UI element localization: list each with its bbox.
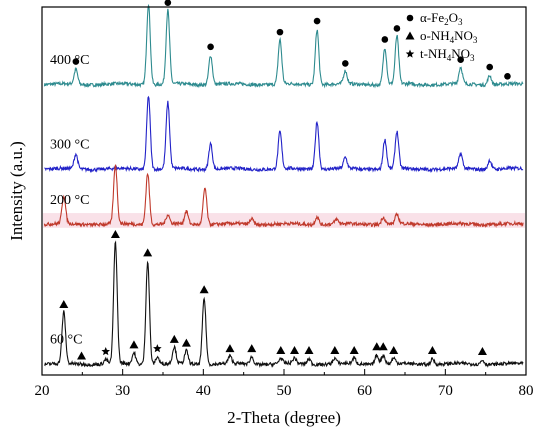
x-axis-label: 2-Theta (degree)	[227, 408, 341, 427]
series-line-2	[43, 164, 524, 228]
marker-fe2o3-7	[381, 36, 389, 43]
marker-nh4no3-ortho-0	[59, 299, 69, 308]
legend-triangle-icon	[405, 31, 415, 40]
x-tick-label-4: 60	[357, 383, 372, 399]
y-axis-label: Intensity (a.u.)	[7, 141, 26, 241]
x-tick-label-1: 30	[115, 383, 130, 399]
marker-fe2o3-3	[207, 43, 214, 51]
marker-fe2o3-0	[72, 58, 80, 65]
marker-nh4no3-ortho-18	[427, 345, 437, 354]
marker-fe2o3-11	[504, 72, 511, 80]
marker-nh4no3-ortho-10	[276, 345, 286, 354]
marker-nh4no3-ortho-19	[477, 347, 487, 356]
marker-nh4no3-ortho-16	[378, 342, 388, 351]
marker-layer	[59, 0, 511, 360]
sample-label-1: 300 °C	[50, 138, 89, 153]
marker-nh4no3-tetra-0	[101, 347, 111, 356]
marker-fe2o3-4	[276, 28, 284, 36]
x-tick-label-0: 20	[35, 383, 50, 399]
marker-nh4no3-ortho-7	[199, 285, 209, 294]
sample-label-0: 400 °C	[50, 53, 89, 68]
marker-nh4no3-ortho-13	[330, 345, 340, 354]
marker-fe2o3-8	[393, 25, 401, 32]
marker-nh4no3-ortho-3	[129, 340, 139, 349]
marker-fe2o3-6	[342, 60, 349, 67]
legend-label-2: t-NH4NO3	[420, 46, 475, 63]
marker-nh4no3-ortho-12	[304, 345, 314, 354]
marker-nh4no3-ortho-14	[349, 345, 359, 354]
marker-nh4no3-ortho-9	[247, 344, 257, 353]
legend-star-icon	[405, 49, 415, 58]
marker-nh4no3-ortho-5	[169, 334, 179, 343]
marker-fe2o3-2	[164, 0, 172, 6]
marker-nh4no3-ortho-11	[289, 345, 299, 354]
sample-label-layer: 400 °C 300 °C 200 °C 60 °C	[50, 53, 89, 348]
sample-label-3: 60 °C	[50, 333, 82, 348]
x-tick-label-3: 50	[277, 383, 292, 399]
x-tick-label-2: 40	[196, 383, 211, 399]
series-line-3	[44, 240, 524, 369]
series-line-1	[44, 95, 524, 174]
marker-nh4no3-ortho-8	[225, 344, 235, 353]
legend-label-1: o-NH4NO3	[420, 28, 478, 45]
marker-nh4no3-tetra-1	[153, 344, 162, 353]
x-tick-label-5: 70	[438, 383, 453, 399]
marker-nh4no3-ortho-6	[181, 338, 191, 347]
x-tick-label-6: 80	[519, 383, 534, 399]
marker-fe2o3-5	[313, 17, 321, 25]
marker-nh4no3-ortho-4	[143, 248, 153, 257]
marker-nh4no3-ortho-1	[77, 351, 87, 360]
marker-nh4no3-ortho-2	[110, 230, 120, 239]
marker-nh4no3-ortho-15	[372, 342, 382, 351]
marker-nh4no3-ortho-17	[389, 345, 399, 354]
sample-label-2: 200 °C	[50, 193, 89, 208]
series-line-0	[43, 3, 524, 89]
tick-layer: 20 30 40 50 60 70 80	[35, 369, 534, 399]
legend-circle-icon	[406, 14, 414, 22]
series-layer	[43, 3, 524, 369]
marker-fe2o3-9	[457, 56, 464, 64]
legend-label-0: α-Fe2O3	[420, 10, 463, 27]
marker-fe2o3-10	[486, 63, 494, 71]
